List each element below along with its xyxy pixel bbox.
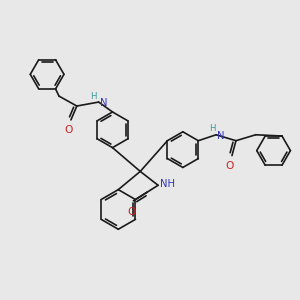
Text: O: O [127, 207, 136, 217]
Text: N: N [217, 131, 225, 141]
Text: O: O [65, 125, 73, 135]
Text: NH: NH [160, 179, 175, 189]
Text: H: H [90, 92, 97, 101]
Text: O: O [226, 160, 234, 170]
Text: H: H [208, 124, 215, 133]
Text: N: N [100, 98, 107, 108]
